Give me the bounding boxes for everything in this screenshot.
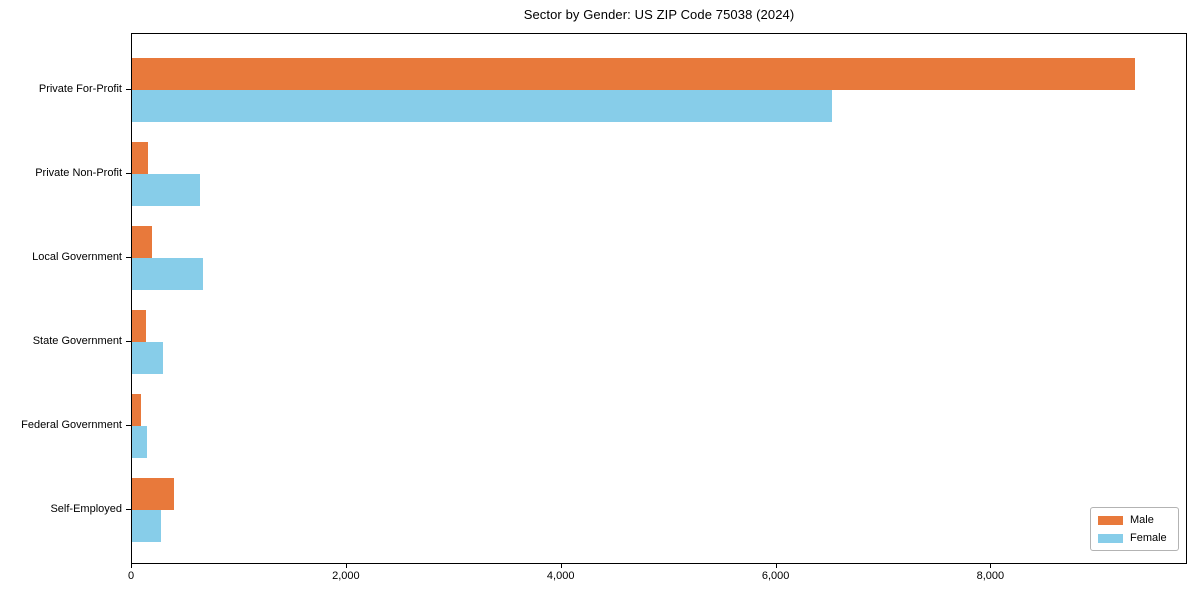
legend-label-female: Female — [1130, 532, 1167, 544]
y-tick-mark — [126, 172, 131, 174]
x-tick-label: 8,000 — [976, 570, 1005, 582]
x-tick-mark — [131, 564, 132, 568]
y-tick-mark — [126, 88, 131, 90]
y-tick-mark — [126, 424, 131, 426]
x-tick-label: 6,000 — [761, 570, 790, 582]
legend-item-female: Female — [1098, 532, 1171, 544]
bar-male-private-non-profit — [132, 141, 148, 174]
x-tick-mark — [345, 564, 347, 568]
bar-male-local-government — [132, 225, 153, 258]
x-tick-mark — [990, 564, 992, 568]
y-tick-label: Local Government — [32, 250, 122, 263]
bar-male-self-employed — [132, 478, 174, 510]
plot-area — [131, 33, 1187, 564]
y-tick-mark — [126, 256, 131, 258]
bar-male-state-government — [132, 309, 146, 342]
bar-female-local-government — [132, 257, 204, 290]
legend: Male Female — [1090, 507, 1179, 551]
bar-male-federal-government — [132, 393, 142, 426]
male-color-swatch — [1098, 515, 1123, 525]
y-tick-label: Federal Government — [21, 418, 122, 431]
legend-item-male: Male — [1098, 514, 1171, 526]
chart-title: Sector by Gender: US ZIP Code 75038 (202… — [523, 7, 795, 22]
bar-female-state-government — [132, 341, 164, 374]
legend-label-male: Male — [1130, 514, 1154, 526]
x-tick-label: 2,000 — [332, 570, 360, 582]
bar-male-private-for-profit — [132, 57, 1136, 90]
y-tick-mark — [126, 340, 131, 342]
bar-female-federal-government — [132, 425, 147, 458]
x-tick-mark — [560, 564, 562, 568]
bar-female-private-non-profit — [132, 173, 201, 206]
y-tick-label: Private For-Profit — [38, 82, 122, 95]
y-tick-label: Self-Employed — [50, 503, 122, 515]
bar-female-private-for-profit — [132, 89, 833, 122]
bar-female-self-employed — [132, 510, 161, 542]
y-tick-label: State Government — [32, 334, 122, 347]
x-tick-label: 0 — [127, 570, 135, 582]
female-color-swatch — [1098, 533, 1123, 543]
x-tick-mark — [775, 564, 777, 568]
y-tick-label: Private Non-Profit — [35, 166, 122, 179]
x-tick-label: 4,000 — [546, 570, 575, 582]
y-tick-mark — [126, 509, 131, 510]
